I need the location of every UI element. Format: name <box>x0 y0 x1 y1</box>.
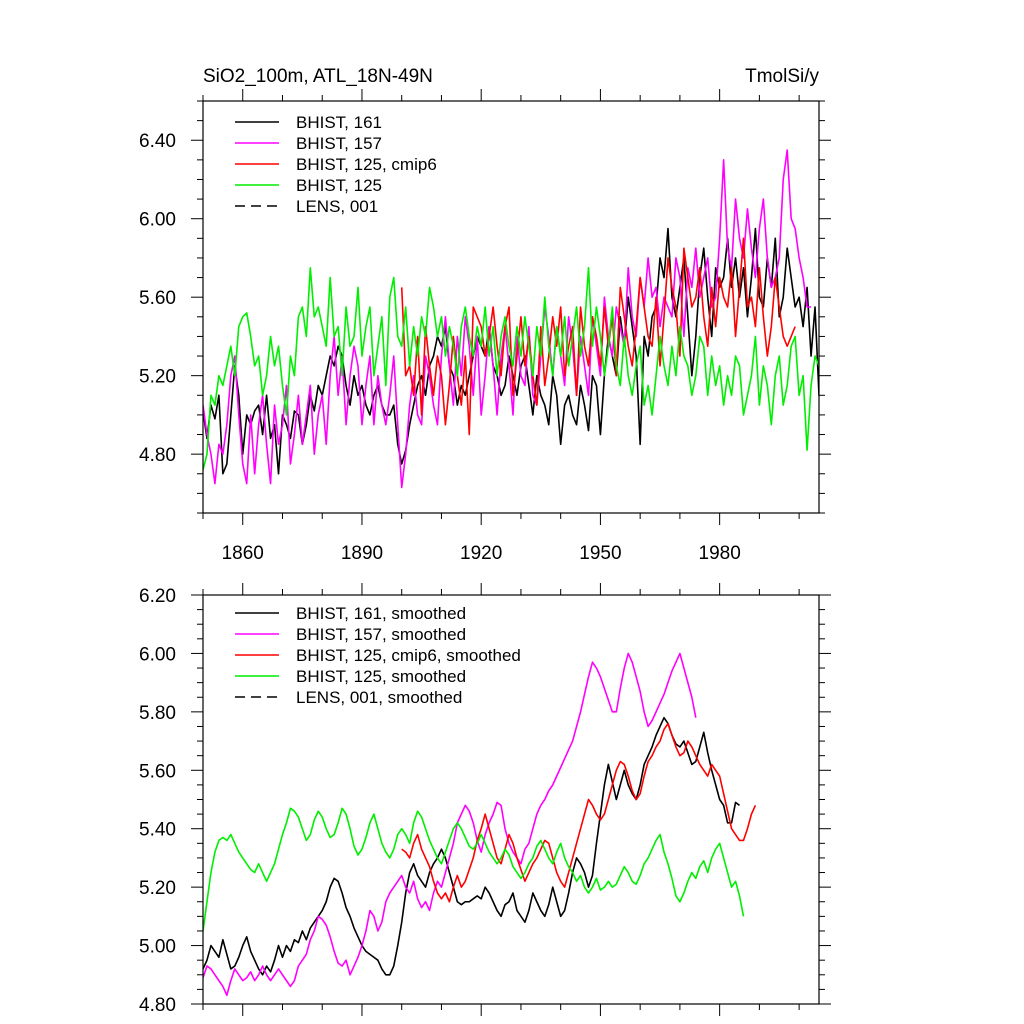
bottom-y-tick-label: 4.80 <box>139 995 176 1016</box>
top-series-line-1 <box>203 149 812 489</box>
bottom-legend-label: LENS, 001, smoothed <box>296 688 462 707</box>
top-series-line-2 <box>400 237 796 436</box>
top-legend: BHIST, 161 BHIST, 157 BHIST, 125, cmip6 BHI… <box>235 113 437 216</box>
top-legend-label: LENS, 001 <box>296 197 378 216</box>
top-panel: SiO2_100m, ATL_18N-49N TmolSi/y 1860 1890… <box>139 66 831 564</box>
bottom-legend-label: BHIST, 161, smoothed <box>296 604 466 623</box>
bottom-series-line-1 <box>203 652 697 997</box>
bottom-panel: 4.80 5.00 5.20 5.40 5.60 5.80 6.00 6.20 BHIST, … <box>139 583 831 1016</box>
top-x-tick-label: 1950 <box>579 543 621 564</box>
top-y-tick-label: 5.60 <box>139 288 176 309</box>
top-x-tick-label: 1890 <box>341 543 383 564</box>
top-series-line-3 <box>203 266 819 471</box>
bottom-y-tick-label: 5.00 <box>139 937 176 958</box>
top-y-tick-label: 4.80 <box>139 445 176 466</box>
bottom-series-line-0 <box>203 716 740 976</box>
bottom-y-tick-label: 5.20 <box>139 878 176 899</box>
top-y-tick-label: 6.00 <box>139 210 176 231</box>
top-axes: 1860 1890 1920 1950 1980 4.80 5.20 5.60 6.00 6.40 <box>139 89 831 564</box>
top-legend-label: BHIST, 125, cmip6 <box>296 155 437 174</box>
top-x-tick-label: 1920 <box>460 543 502 564</box>
bottom-y-tick-label: 5.80 <box>139 703 176 724</box>
bottom-series-group <box>203 652 757 997</box>
bottom-series-line-2 <box>401 722 757 903</box>
top-x-tick-label: 1980 <box>699 543 741 564</box>
top-series-line-0 <box>203 227 819 475</box>
top-x-tick-label: 1860 <box>222 543 264 564</box>
bottom-y-tick-label: 6.00 <box>139 644 176 665</box>
top-series-group <box>203 149 819 489</box>
bottom-legend: BHIST, 161, smoothed BHIST, 157, smoothed… <box>235 604 521 707</box>
bottom-y-tick-label: 5.60 <box>139 761 176 782</box>
bottom-y-tick-label: 6.20 <box>139 586 176 607</box>
top-plot-frame <box>202 100 820 514</box>
top-y-tick-label: 6.40 <box>139 131 176 152</box>
top-y-tick-label: 5.20 <box>139 367 176 388</box>
top-legend-label: BHIST, 125 <box>296 176 382 195</box>
top-panel-title-left: SiO2_100m, ATL_18N-49N <box>203 66 433 87</box>
bottom-legend-label: BHIST, 157, smoothed <box>296 625 466 644</box>
bottom-legend-label: BHIST, 125, smoothed <box>296 667 466 686</box>
top-legend-label: BHIST, 161 <box>296 113 382 132</box>
bottom-series-line-3 <box>203 807 745 932</box>
bottom-legend-label: BHIST, 125, cmip6, smoothed <box>296 646 521 665</box>
top-panel-title-right: TmolSi/y <box>745 66 819 87</box>
bottom-axes: 4.80 5.00 5.20 5.40 5.60 5.80 6.00 6.20 <box>139 583 831 1016</box>
bottom-y-tick-label: 5.40 <box>139 820 176 841</box>
top-legend-label: BHIST, 157 <box>296 134 382 153</box>
